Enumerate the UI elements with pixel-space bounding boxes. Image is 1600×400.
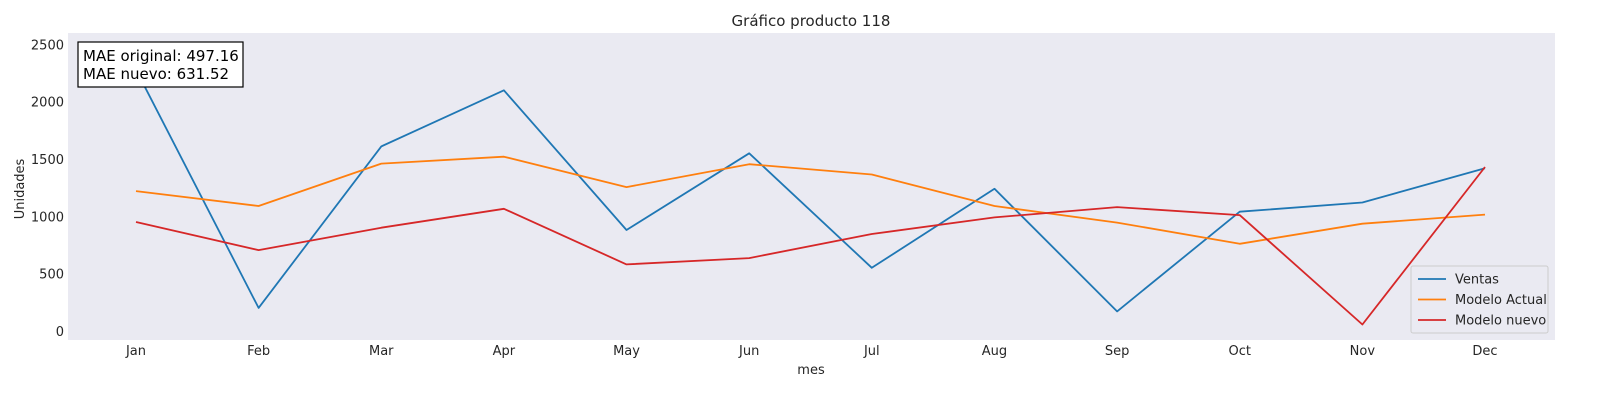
x-axis: Jan Feb Mar Apr May Jun Jul Aug Sep Oct Nov Dec: [125, 344, 1498, 359]
x-tick-label: Apr: [493, 344, 516, 359]
x-tick-label: Feb: [247, 344, 270, 359]
x-tick-label: May: [613, 344, 640, 359]
annotation-line-mae-original: MAE original: 497.16: [83, 47, 239, 65]
x-tick-label: Jun: [738, 344, 759, 359]
series-group: [135, 69, 1486, 326]
series-line-3: [135, 166, 1486, 326]
mae-annotation-box: MAE original: 497.16 MAE nuevo: 631.52: [77, 41, 244, 88]
legend-frame: [1410, 265, 1549, 334]
legend-label: Modelo nuevo: [1455, 314, 1546, 329]
plot-area: [68, 33, 1555, 340]
y-axis-label: Unidades: [13, 158, 28, 219]
x-tick-label: Jul: [863, 344, 880, 359]
annotation-line-mae-nuevo: MAE nuevo: 631.52: [83, 65, 229, 83]
y-axis: 0 500 1000 1500 2000 2500: [31, 38, 64, 339]
legend: Ventas Modelo Actual Modelo nuevo: [1410, 265, 1549, 334]
x-tick-label: Nov: [1350, 344, 1376, 359]
y-tick-label: 500: [39, 268, 64, 283]
series-line-2: [135, 155, 1486, 245]
y-tick-label: 2000: [31, 96, 64, 111]
y-tick-label: 1000: [31, 210, 64, 225]
y-tick-label: 2500: [31, 38, 64, 53]
legend-label: Ventas: [1455, 273, 1499, 288]
x-tick-label: Jan: [125, 344, 146, 359]
y-tick-label: 1500: [31, 153, 64, 168]
x-tick-label: Oct: [1228, 344, 1250, 359]
x-axis-label: mes: [797, 363, 825, 378]
annotation-frame: [77, 41, 244, 88]
series-line-1: [135, 69, 1486, 313]
y-tick-label: 0: [56, 325, 64, 340]
x-tick-label: Aug: [982, 344, 1007, 359]
x-tick-label: Dec: [1472, 344, 1497, 359]
x-tick-label: Mar: [369, 344, 394, 359]
x-tick-label: Sep: [1105, 344, 1130, 359]
legend-label: Modelo Actual: [1455, 293, 1547, 308]
chart-title: Gráfico producto 118: [732, 12, 891, 30]
